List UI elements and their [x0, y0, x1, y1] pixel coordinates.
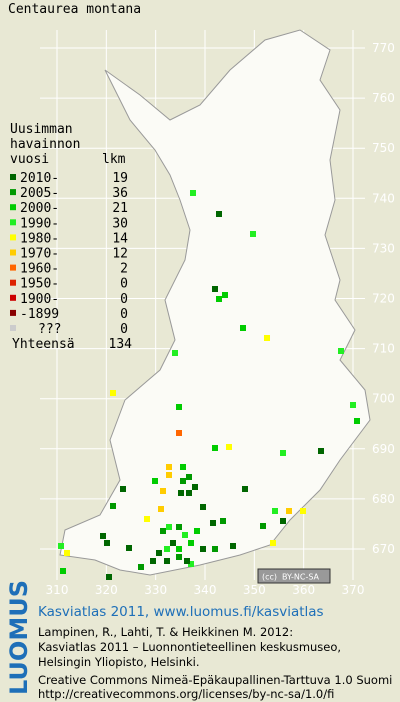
legend-total: 134 [109, 337, 133, 352]
y-label: 750 [372, 141, 395, 155]
legend-label: 1950- [20, 277, 59, 292]
legend-count: 0 [120, 322, 128, 337]
y-label: 700 [372, 392, 395, 406]
license-line: Creative Commons Nimeä-Epäkaupallinen-Ta… [38, 673, 392, 687]
x-label: 310 [46, 583, 69, 597]
legend-count: 0 [120, 292, 128, 307]
badge-box [257, 568, 331, 584]
x-label: 360 [292, 583, 315, 597]
legend-count: 21 [112, 201, 128, 216]
legend-label: -1899 [20, 307, 59, 322]
citation-line: Kasviatlas 2011 – Luonnontieteellinen ke… [38, 640, 341, 654]
legend-label: 2000- [20, 201, 59, 216]
legend-label: 1980- [20, 231, 59, 246]
occurrence-squares [58, 190, 360, 580]
y-label: 710 [372, 342, 395, 356]
y-label: 720 [372, 292, 395, 306]
legend-swatch [10, 204, 16, 211]
citation-line: Helsingin Yliopisto, Helsinki. [38, 655, 200, 669]
legend-swatch [10, 264, 16, 271]
species-title: Centaurea montana [8, 2, 141, 17]
legend-label: 2005- [20, 186, 59, 201]
x-label: 350 [243, 583, 266, 597]
legend-count: 0 [120, 307, 128, 322]
legend-label: 1900- [20, 292, 59, 307]
legend-label: ??? [38, 322, 61, 337]
y-label: 670 [372, 542, 395, 556]
legend-label: 2010- [20, 171, 59, 186]
legend-count: 2 [120, 262, 128, 277]
legend-swatch [10, 219, 16, 226]
license-badge: (cc) BY-NC-SA [257, 568, 331, 584]
finland-outline [59, 29, 371, 576]
legend-swatch [10, 174, 16, 180]
legend-count-heading: lkm [102, 152, 126, 167]
legend-label: 1960- [20, 262, 59, 277]
legend-count: 30 [112, 216, 128, 231]
legend-count: 19 [112, 171, 128, 186]
legend-label: 1970- [20, 247, 59, 262]
atlas-link[interactable]: Kasviatlas 2011, www.luomus.fi/kasviatla… [38, 604, 324, 620]
legend-swatch [10, 294, 16, 301]
x-label: 370 [342, 583, 365, 597]
legend-swatch [10, 249, 16, 256]
y-label: 770 [372, 41, 395, 55]
legend-total-label: Yhteensä [12, 337, 75, 352]
legend-swatch [10, 189, 16, 196]
legend-heading: vuosi [10, 152, 49, 167]
y-label: 690 [372, 442, 395, 456]
y-label: 730 [372, 241, 395, 255]
legend-swatch [10, 279, 16, 286]
y-label: 760 [372, 91, 395, 105]
citation-line: Lampinen, R., Lahti, T. & Heikkinen M. 2… [38, 625, 293, 639]
legend-swatch [10, 309, 16, 316]
axis-labels: 770 760 750 740 730 720 710 700 690 680 670 310 320 3… [46, 41, 395, 597]
y-label: 680 [372, 492, 395, 506]
legend-count: 14 [112, 231, 128, 246]
badge-cc: (cc) [262, 573, 277, 582]
license-line[interactable]: http://creativecommons.org/licenses/by-n… [38, 687, 334, 701]
legend-heading: Uusimman [10, 122, 73, 137]
legend-swatch [10, 234, 16, 241]
badge-terms: BY-NC-SA [282, 573, 320, 582]
x-label: 320 [95, 583, 118, 597]
legend-count: 0 [120, 277, 128, 292]
y-label: 740 [372, 191, 395, 205]
legend-label: 1990- [20, 216, 59, 231]
x-label: 330 [144, 583, 167, 597]
legend-heading: havainnon [10, 137, 80, 152]
legend-count: 12 [112, 247, 128, 262]
legend-count: 36 [112, 186, 128, 201]
legend-swatch [10, 325, 16, 331]
luomus-logo: LUOMUS [5, 580, 33, 695]
x-label: 340 [194, 583, 217, 597]
